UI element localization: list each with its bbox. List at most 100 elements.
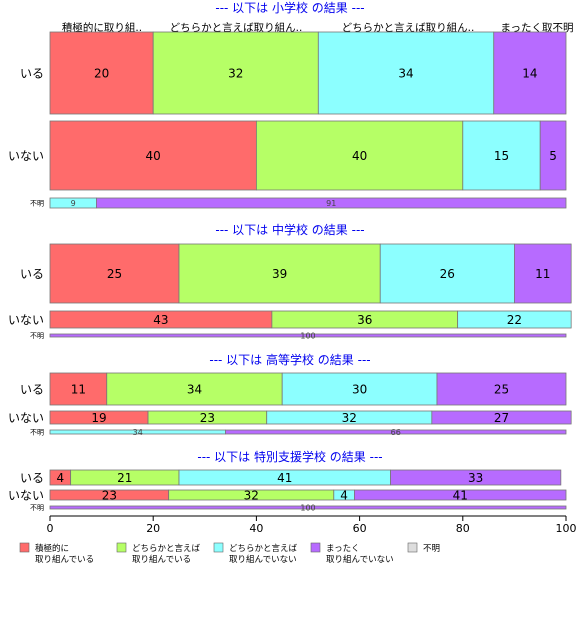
legend-label: 取り組んでいる	[35, 554, 94, 565]
bar-segment	[49, 243, 180, 304]
data-label: 22	[507, 313, 522, 327]
legend-label: 取り組んでいる	[132, 554, 191, 565]
legend-label: 取り組んでいない	[326, 554, 394, 565]
bar-segment	[96, 197, 567, 209]
row-label: いない	[8, 313, 44, 327]
data-label: 25	[494, 382, 509, 396]
bar-segment	[106, 372, 283, 406]
data-label: 34	[133, 428, 143, 437]
x-tick-label: 80	[456, 522, 470, 535]
x-tick-label: 100	[556, 522, 577, 535]
row-label: 不明	[30, 429, 44, 437]
data-label: 34	[398, 66, 413, 80]
row-label: 不明	[30, 504, 44, 512]
bar-segment	[493, 31, 567, 115]
header-label: どちらかと言えば取り組ん..	[342, 21, 475, 34]
data-label: 19	[91, 411, 106, 425]
legend-swatch	[116, 542, 127, 553]
header-label: どちらかと言えば取り組ん..	[170, 21, 303, 34]
bar-segment	[436, 372, 567, 406]
bar-segment	[379, 243, 515, 304]
data-label: 27	[494, 411, 509, 425]
bar-segment	[514, 243, 572, 304]
data-label: 23	[102, 488, 117, 502]
data-label: 100	[300, 331, 315, 340]
data-label: 40	[146, 149, 161, 163]
header-label: 積極的に取り組..	[62, 21, 142, 34]
bar-segment	[225, 429, 567, 435]
bar-segment	[255, 120, 464, 191]
data-label: 41	[453, 488, 468, 502]
panel-title: --- 以下は 高等学校 の結果 ---	[209, 352, 370, 367]
bar-segment	[539, 120, 567, 191]
panel-title: --- 以下は 小学校 の結果 ---	[215, 0, 364, 15]
bar-segment	[462, 120, 541, 191]
row-label: いない	[8, 149, 44, 163]
bar-segment	[178, 243, 381, 304]
data-label: 66	[391, 428, 401, 437]
data-label: 32	[342, 411, 357, 425]
data-label: 5	[549, 149, 557, 163]
bar-segment	[152, 31, 319, 115]
data-label: 4	[56, 471, 64, 485]
data-label: 36	[357, 313, 372, 327]
data-label: 14	[522, 66, 537, 80]
x-tick-label: 60	[353, 522, 367, 535]
row-label: いる	[20, 471, 44, 485]
panel-title: --- 以下は 特別支援学校 の結果 ---	[197, 449, 382, 464]
data-label: 23	[200, 411, 215, 425]
data-label: 21	[117, 471, 132, 485]
row-label: いる	[20, 267, 44, 281]
bar-segment	[49, 372, 108, 406]
data-label: 20	[94, 66, 109, 80]
row-label: いる	[20, 383, 44, 397]
bar-segment	[390, 469, 562, 486]
legend-label: 不明	[423, 544, 440, 554]
legend-label: まったく	[326, 544, 360, 554]
data-label: 41	[277, 471, 292, 485]
legend-swatch	[310, 542, 321, 553]
bar-segment	[354, 489, 567, 501]
legend-swatch	[213, 542, 224, 553]
data-label: 33	[468, 471, 483, 485]
bar-segment	[281, 372, 438, 406]
bar-segment	[49, 120, 257, 191]
data-label: 32	[244, 488, 259, 502]
data-label: 9	[71, 199, 76, 208]
data-label: 34	[187, 382, 202, 396]
legend-swatch	[407, 542, 418, 553]
legend-label: どちらかと言えば	[229, 543, 298, 554]
bar-segment	[49, 505, 567, 510]
x-tick-label: 40	[249, 522, 263, 535]
panel-title: --- 以下は 中学校 の結果 ---	[215, 222, 364, 237]
data-label: 4	[340, 488, 348, 502]
bar-segment	[431, 410, 572, 425]
x-tick-label: 20	[146, 522, 160, 535]
data-label: 11	[71, 382, 86, 396]
row-label: 不明	[30, 332, 44, 340]
data-label: 39	[272, 267, 287, 281]
row-label: 不明	[30, 200, 44, 208]
legend-swatch	[19, 542, 30, 553]
data-label: 11	[535, 267, 550, 281]
data-label: 26	[440, 267, 455, 281]
row-label: いる	[20, 67, 44, 81]
legend-label: 積極的に	[35, 543, 69, 554]
bar-segment	[317, 31, 495, 115]
bar-segment	[49, 333, 567, 338]
data-label: 100	[300, 503, 315, 512]
legend-label: どちらかと言えば	[132, 543, 201, 554]
data-label: 43	[153, 313, 168, 327]
data-label: 30	[352, 382, 367, 396]
data-label: 25	[107, 267, 122, 281]
data-label: 15	[494, 149, 509, 163]
header-label: まったく取不明	[500, 22, 573, 34]
row-label: いない	[8, 411, 44, 425]
legend-label: 取り組んでいない	[229, 554, 297, 565]
row-label: いない	[8, 489, 44, 503]
bar-segment	[457, 310, 572, 329]
data-label: 40	[352, 149, 367, 163]
x-tick-label: 0	[47, 522, 54, 535]
data-label: 91	[326, 199, 336, 208]
